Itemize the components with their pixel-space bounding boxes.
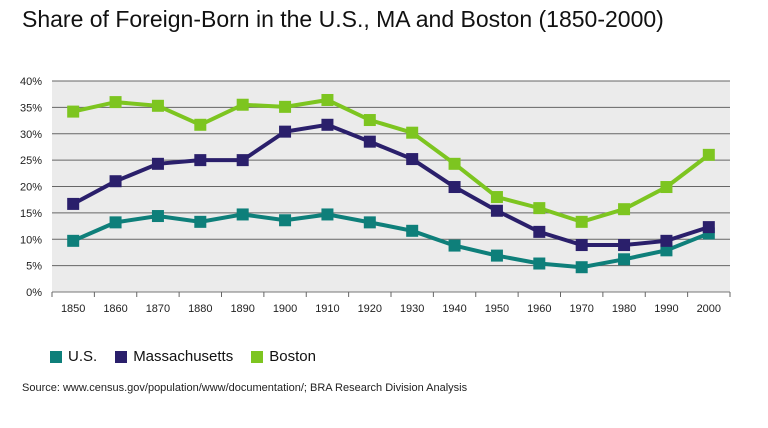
x-tick-label: 1980 [612,303,636,315]
data-point [109,96,122,109]
data-point [618,253,631,266]
data-point [533,202,546,215]
data-point [533,257,546,270]
legend-item: Massachusetts [115,348,233,365]
data-point [279,214,292,227]
data-point [67,105,80,118]
data-point [660,244,673,257]
x-tick-label: 1960 [527,303,551,315]
y-tick-label: 35% [20,102,42,114]
y-tick-label: 10% [20,234,42,246]
legend-swatch [115,350,128,363]
y-tick-label: 40% [20,76,42,88]
y-tick-label: 15% [20,208,42,220]
data-point [406,153,419,166]
series-line [72,122,710,248]
data-point [109,175,122,188]
data-point [618,203,631,216]
data-point [448,239,461,252]
data-point [490,191,503,204]
data-point [151,210,164,223]
data-point [279,125,292,138]
data-point [660,181,673,194]
x-tick-label: 1940 [442,303,466,315]
y-tick-label: 5% [26,261,42,273]
x-tick-label: 1900 [273,303,297,315]
data-point [575,261,588,274]
data-point [490,204,503,217]
data-point [490,249,503,262]
legend-item: U.S. [50,348,97,365]
data-point [660,234,673,247]
legend-swatch [50,350,62,363]
x-tick-label: 2000 [697,303,721,315]
data-point [321,93,334,106]
data-point [406,126,419,139]
data-point [702,221,715,234]
legend: U.S. Massachusetts Boston [50,348,316,365]
data-point [236,154,249,167]
x-tick-label: 1880 [188,303,212,315]
legend-swatch [251,350,264,363]
data-point [67,197,80,210]
data-point [236,98,249,111]
data-point [406,224,419,237]
line-chart: 0% 5% 10% 15% 20% 25% 30% 35% 40% 1850 1860 1870 188… [20,76,731,315]
x-tick-label: 1910 [315,303,339,315]
series-line [72,212,710,270]
data-point [67,234,80,247]
data-point [575,239,588,252]
y-tick-label: 0% [26,287,42,299]
chart-title: Share of Foreign-Born in the U.S., MA an… [22,6,664,32]
x-tick-label: 1950 [485,303,509,315]
series-line [72,97,711,224]
data-point [448,157,461,170]
data-point [151,157,164,170]
x-tick-label: 1870 [146,303,170,315]
y-tick-label: 20% [20,182,42,194]
y-tick-label: 25% [20,155,42,167]
x-tick-label: 1990 [654,303,678,315]
x-tick-label: 1890 [230,303,254,315]
data-point [236,208,249,221]
data-point [363,135,376,148]
legend-item: Boston [251,348,316,365]
legend-label: U.S. [68,348,98,365]
data-point [618,239,631,252]
x-tick-label: 1930 [400,303,424,315]
x-tick-label: 1970 [569,303,593,315]
data-point [363,114,376,127]
data-point [448,181,461,194]
x-tick-label: 1920 [358,303,382,315]
data-point [533,225,546,238]
data-point [279,100,292,113]
data-point [702,148,715,161]
y-tick-label: 30% [20,129,42,141]
legend-label: Massachusetts [133,348,234,365]
legend-label: Boston [269,348,316,365]
data-point [151,99,164,112]
source-note: Source: www.census.gov/population/www/do… [22,382,468,394]
data-point [194,215,207,228]
data-point [194,154,207,167]
data-point [321,208,334,221]
data-point [575,215,588,228]
data-point [109,216,122,229]
x-tick-label: 1860 [103,303,127,315]
x-tick-label: 1850 [61,303,85,315]
data-point [363,216,376,229]
data-point [194,118,207,131]
data-point [321,118,334,131]
